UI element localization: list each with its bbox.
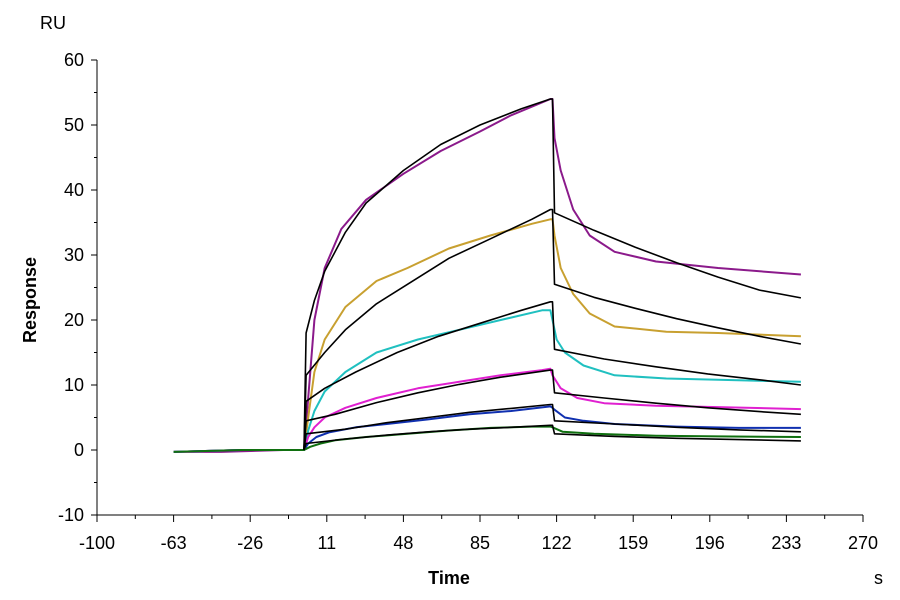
fit-curve: [303, 300, 801, 451]
measured-curve: [173, 218, 801, 453]
y-tick-label: 50: [64, 115, 84, 135]
x-tick-label: 270: [848, 533, 878, 553]
x-tick-label: 196: [695, 533, 725, 553]
x-tick-label: -26: [237, 533, 263, 553]
x-unit-label: s: [874, 568, 883, 588]
series-layer: [173, 98, 802, 453]
y-tick-label: -10: [58, 505, 84, 525]
y-tick-label: 20: [64, 310, 84, 330]
y-tick-label: 0: [74, 440, 84, 460]
fit-curve: [303, 403, 801, 451]
fit-curve: [303, 424, 801, 451]
measured-curve: [173, 367, 801, 453]
x-axis-title: Time: [428, 568, 470, 588]
fit-curve: [303, 208, 802, 451]
y-axis-title: Response: [20, 257, 40, 343]
x-axis-ticks: -100 -63 -26 11 48 85 122 159 196 233 270: [79, 515, 878, 553]
y-tick-label: 30: [64, 245, 84, 265]
y-tick-label: 10: [64, 375, 84, 395]
y-axis-ticks: -10 0 10 20 30 40 50 60: [58, 50, 97, 525]
x-tick-label: -100: [79, 533, 115, 553]
fit-curve: [303, 369, 801, 451]
measured-curve: [173, 98, 801, 453]
x-tick-label: 85: [470, 533, 490, 553]
x-tick-label: 122: [542, 533, 572, 553]
y-tick-label: 40: [64, 180, 84, 200]
x-tick-label: 233: [771, 533, 801, 553]
x-tick-label: 48: [393, 533, 413, 553]
y-unit-label: RU: [40, 13, 66, 33]
x-tick-label: 11: [317, 533, 336, 553]
fit-curve: [303, 98, 802, 451]
x-tick-label: 159: [618, 533, 648, 553]
measured-curve: [173, 309, 801, 453]
y-tick-label: 60: [64, 50, 84, 70]
x-tick-label: -63: [161, 533, 187, 553]
